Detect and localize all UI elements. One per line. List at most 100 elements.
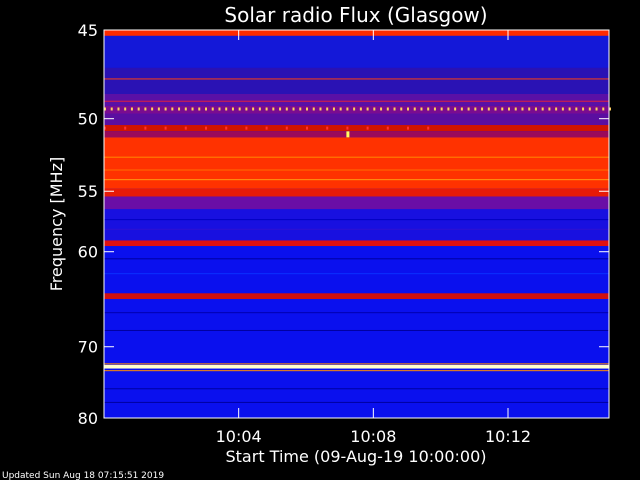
dotted-line-0-dot [285,107,288,111]
plot-area [104,30,611,418]
dotted-line-0-dot [252,107,255,111]
stripe-11 [104,363,609,365]
dotted-line-0-dot [514,107,517,111]
stripe-7 [104,258,609,260]
chart-title: Solar radio Flux (Glasgow) [224,3,487,27]
stripe-4 [104,179,609,181]
dotted-line-0-dot [427,107,430,111]
dotted-line-1-dot [366,126,369,130]
dotted-line-0-dot [238,107,241,111]
dotted-line-0-dot [326,107,329,111]
stripe-10 [104,329,609,331]
band-0 [104,30,609,36]
dotted-line-0-dot [433,107,436,111]
dotted-line-0-dot [609,107,611,111]
dotted-line-0-dot [440,107,443,111]
dotted-line-0-dot [582,107,585,111]
dotted-line-0-dot [353,107,356,111]
dotted-line-0-dot [595,107,598,111]
dotted-line-0-dot [400,107,403,111]
dotted-line-0-dot [541,107,544,111]
dotted-line-0-dot [487,107,490,111]
dotted-line-1-dot [245,126,248,130]
band-17 [104,368,609,418]
band-14 [104,293,609,300]
plot-border [103,29,610,419]
dotted-line-0-dot [420,107,423,111]
band-11 [104,209,609,241]
dotted-line-0-dot [231,107,234,111]
dotted-line-0-dot [198,107,201,111]
band-6 [104,125,609,132]
dotted-line-1 [104,126,430,130]
updated-timestamp: Updated Sun Aug 18 07:15:51 2019 [2,471,164,480]
dotted-line-1-dot [326,126,329,130]
dotted-line-0-dot [413,107,416,111]
dotted-line-0-dot [339,107,342,111]
band-16 [104,364,609,369]
stripe-2 [104,156,609,158]
dotted-line-1-dot [407,126,409,130]
spot-0 [346,131,350,138]
stripe-3 [104,169,609,171]
dotted-line-0-dot [534,107,537,111]
dotted-line-1-dot [265,126,268,130]
dotted-line-0-dot [521,107,524,111]
dotted-line-1-dot [184,126,187,130]
stripe-14 [104,401,609,403]
dotted-line-0-dot [306,107,308,111]
band-5 [104,113,609,126]
x-tick-label-2: 10:12 [485,427,531,446]
stripe-5 [104,219,609,221]
dotted-line-0-dot [130,107,133,111]
stripe-9 [104,312,609,314]
dotted-line-0-dot [104,107,106,111]
dotted-line-0-dot [245,107,248,111]
dotted-line-0-dot [575,107,578,111]
dotted-line-0-dot [568,107,571,111]
dotted-line-1-dot [427,126,430,130]
dotted-line-0-dot [460,107,463,111]
dotted-line-0-dot [494,107,497,111]
dotted-line-0-dot [151,107,154,111]
dotted-line-0-dot [588,107,591,111]
stripe-1 [104,100,609,102]
y-tick-label-0: 45 [78,21,98,40]
dotted-line-1-dot [346,126,349,130]
dotted-line-0-dot [124,107,127,111]
band-12 [104,240,609,247]
dotted-line-0-dot [393,107,396,111]
stripe-12 [104,370,609,372]
dotted-line-0-dot [602,107,605,111]
dotted-line-0-dot [117,107,120,111]
dotted-line-0 [104,107,611,111]
y-tick-label-1: 50 [78,110,98,129]
dotted-line-0-dot [508,107,510,111]
dotted-line-1-dot [144,126,147,130]
dotted-line-0-dot [501,107,504,111]
y-tick-label-4: 70 [78,338,98,357]
dotted-line-0-dot [312,107,315,111]
dotted-line-0-dot [467,107,470,111]
dotted-line-0-dot [380,107,383,111]
band-7 [104,131,609,138]
dotted-line-0-dot [205,107,207,111]
band-4 [104,105,609,114]
dotted-line-0-dot [272,107,275,111]
dotted-line-0-dot [548,107,551,111]
dotted-line-0-dot [373,107,376,111]
band-8 [104,137,609,189]
dotted-line-0-dot [191,107,194,111]
dotted-line-1-dot [306,126,308,130]
stripe-8 [104,273,609,275]
y-axis-label: Frequency [MHz] [47,157,66,291]
dotted-line-0-dot [386,107,389,111]
dotted-line-0-dot [157,107,160,111]
dotted-line-1-dot [386,126,389,130]
stripe-6 [104,228,609,230]
dotted-line-0-dot [211,107,214,111]
dotted-line-0-dot [218,107,221,111]
dotted-line-0-dot [561,107,564,111]
dotted-line-0-dot [164,107,167,111]
dotted-line-0-dot [366,107,369,111]
